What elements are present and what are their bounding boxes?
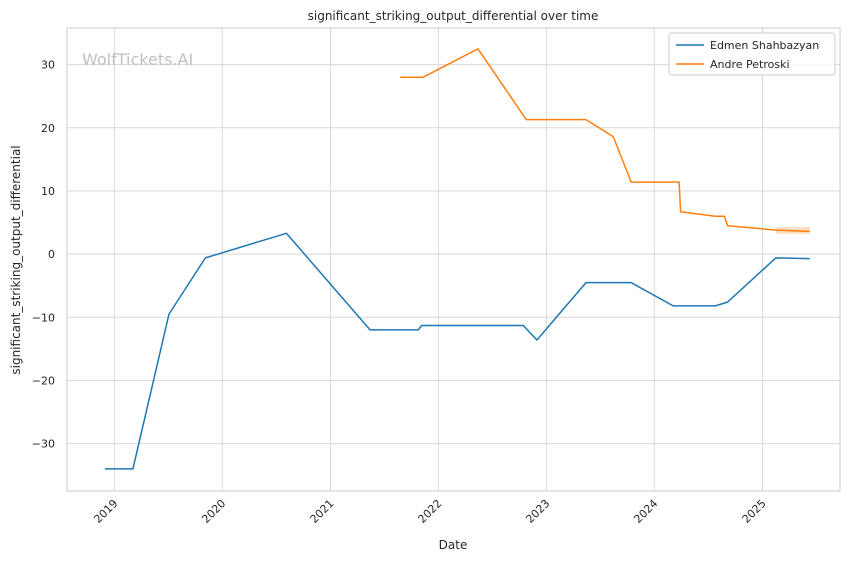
chart-title: significant_striking_output_differential… xyxy=(308,9,599,23)
x-axis-title: Date xyxy=(439,538,468,552)
series-line-0 xyxy=(104,232,810,470)
series-lines xyxy=(104,48,810,470)
plot-area-frame xyxy=(66,27,841,492)
y-tick-label: 20 xyxy=(41,122,55,135)
y-tick-label: 30 xyxy=(41,59,55,72)
legend-label-edmen: Edmen Shahbazyan xyxy=(710,39,819,52)
y-tick-label: 0 xyxy=(48,248,55,261)
legend: Edmen Shahbazyan Andre Petroski xyxy=(668,32,836,76)
y-tick-label: −30 xyxy=(32,438,55,451)
watermark: WolfTickets.AI xyxy=(82,50,193,69)
y-tick-label: 10 xyxy=(41,185,55,198)
y-tick-label: −20 xyxy=(32,374,55,387)
y-axis-title: significant_striking_output_differential xyxy=(9,145,23,374)
y-tick-label: −10 xyxy=(32,311,55,324)
legend-label-andre: Andre Petroski xyxy=(710,58,790,71)
legend-box xyxy=(668,32,836,76)
y-tick-labels: 30 20 10 0 −10 −20 −30 xyxy=(32,59,55,451)
series-line-1 xyxy=(400,48,810,233)
grid-lines xyxy=(67,28,840,491)
